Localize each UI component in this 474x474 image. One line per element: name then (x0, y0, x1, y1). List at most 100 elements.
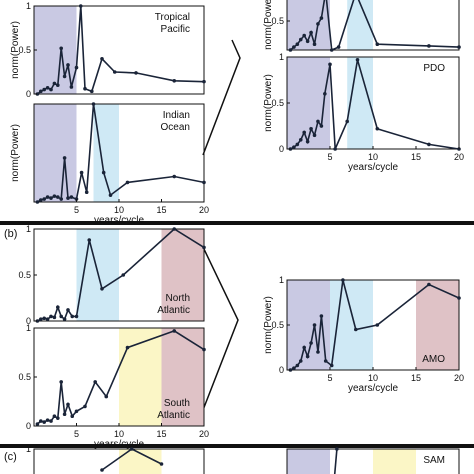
tropical-pacific-point (90, 89, 94, 94)
indian-ocean-point (108, 193, 113, 197)
south-atlantic-point (104, 394, 109, 399)
tropical-pacific-point (134, 71, 138, 75)
indian-ocean-xtick-label: 5 (74, 205, 79, 215)
bracket-connector-b (202, 246, 239, 411)
amo-point (309, 341, 313, 345)
bracket-connector-a (202, 39, 241, 156)
pdo-point (292, 145, 296, 149)
north-atlantic-point (100, 287, 104, 291)
tropical-pacific-annotation: Pacific (161, 24, 190, 35)
amo-point (323, 359, 328, 363)
amo-point (305, 354, 310, 359)
north-atlantic-ytick-label: 0 (26, 316, 31, 326)
sam-left-ytick-label: 1 (26, 444, 31, 454)
indian-ocean-point (66, 196, 70, 200)
north-atlantic-point (202, 245, 206, 250)
pdo-point (309, 126, 313, 131)
amo-xtick-label: 20 (454, 373, 464, 383)
pdo-ylabel: norm(Power) (263, 74, 274, 132)
indian-ocean-point (84, 190, 89, 194)
tropical-pacific-point (112, 70, 117, 74)
pdo-point (375, 126, 380, 131)
pdo-band-1 (347, 57, 373, 149)
pdo-panel: 5 10 15 20 0 0.5 1 years/cycle norm(Power) PDO (263, 52, 464, 173)
amo-xtick-label: 5 (327, 373, 332, 383)
pdo-upper-point (305, 39, 310, 44)
south-atlantic-point (42, 420, 46, 424)
pdo-upper-ylabel: norm(Power) (263, 0, 274, 50)
pdo-xtick-label: 10 (368, 152, 378, 162)
pdo-point (345, 119, 350, 124)
sam-left-panel: 1 (26, 444, 205, 474)
amo-point (329, 363, 334, 368)
indian-ocean-point (49, 196, 53, 200)
pdo-upper-point (292, 45, 296, 49)
north-atlantic-point (59, 314, 63, 319)
panel-label-b: (b) (4, 228, 17, 240)
pdo-upper-point (375, 42, 380, 46)
amo-xtick-label: 15 (411, 373, 421, 383)
indian-ocean-point (79, 170, 84, 175)
pdo-upper-point (457, 45, 461, 49)
south-atlantic-point (70, 414, 75, 419)
sam-axes-frame (286, 448, 460, 474)
indian-ocean-point (56, 195, 60, 199)
amo-ytick-label: 1 (279, 275, 284, 285)
indian-ocean-point (202, 180, 206, 185)
tropical-pacific-point (56, 83, 60, 87)
amo-ylabel: norm(Power) (263, 296, 274, 354)
pdo-point (427, 142, 431, 147)
north-atlantic-point (35, 319, 40, 323)
pdo-point (305, 139, 310, 144)
pdo-upper-point (427, 44, 431, 48)
north-atlantic-band-1 (161, 229, 204, 321)
indian-ocean-point (62, 156, 67, 160)
pdo-upper-point (316, 22, 320, 26)
indian-ocean-point (42, 197, 46, 201)
south-atlantic-point (125, 345, 130, 350)
pdo-annotation: PDO (423, 63, 445, 74)
pdo-xtick-label: 20 (454, 152, 464, 162)
tropical-pacific-ytick-label: 1 (26, 1, 31, 11)
pdo-point (288, 147, 293, 151)
tropical-pacific-point (52, 81, 57, 86)
tropical-pacific-point (202, 79, 206, 84)
pdo-upper-ytick-label: 0.5 (271, 16, 284, 26)
north-atlantic-point (87, 238, 92, 242)
pdo-upper-point (319, 16, 324, 20)
south-atlantic-band-0 (119, 328, 162, 426)
north-atlantic-point (49, 314, 53, 319)
north-atlantic-point (70, 314, 75, 319)
north-atlantic-annotation: North (166, 293, 190, 304)
north-atlantic-point (52, 315, 57, 320)
amo-xlabel: years/cycle (348, 383, 398, 394)
pdo-xlabel: years/cycle (348, 162, 398, 173)
indian-ocean-point (91, 102, 96, 106)
pdo-point (312, 133, 317, 137)
pdo-point (355, 57, 360, 62)
indian-ocean-band-0 (34, 104, 77, 202)
north-atlantic-point (172, 227, 177, 231)
amo-point (295, 363, 300, 368)
south-atlantic-point (35, 422, 40, 426)
amo-point (298, 359, 303, 363)
pdo-upper-point (336, 45, 341, 49)
tropical-pacific-point (74, 65, 79, 70)
tropical-pacific-ylabel: norm(Power) (10, 21, 21, 79)
pdo-point (333, 147, 337, 151)
tropical-pacific-point (69, 85, 74, 89)
indian-ocean-point (125, 180, 130, 185)
pdo-upper-point (302, 33, 307, 38)
south-atlantic-point (62, 412, 67, 417)
pdo-upper-point (295, 42, 300, 46)
south-atlantic-point (83, 404, 87, 409)
amo-point (319, 314, 324, 318)
tropical-pacific-point (62, 74, 67, 79)
south-atlantic-ytick-label: 0 (26, 421, 31, 431)
sam-left-point (129, 447, 134, 451)
sam-series-line (333, 449, 338, 474)
south-atlantic-point (49, 419, 53, 423)
tropical-pacific-point (59, 46, 63, 51)
